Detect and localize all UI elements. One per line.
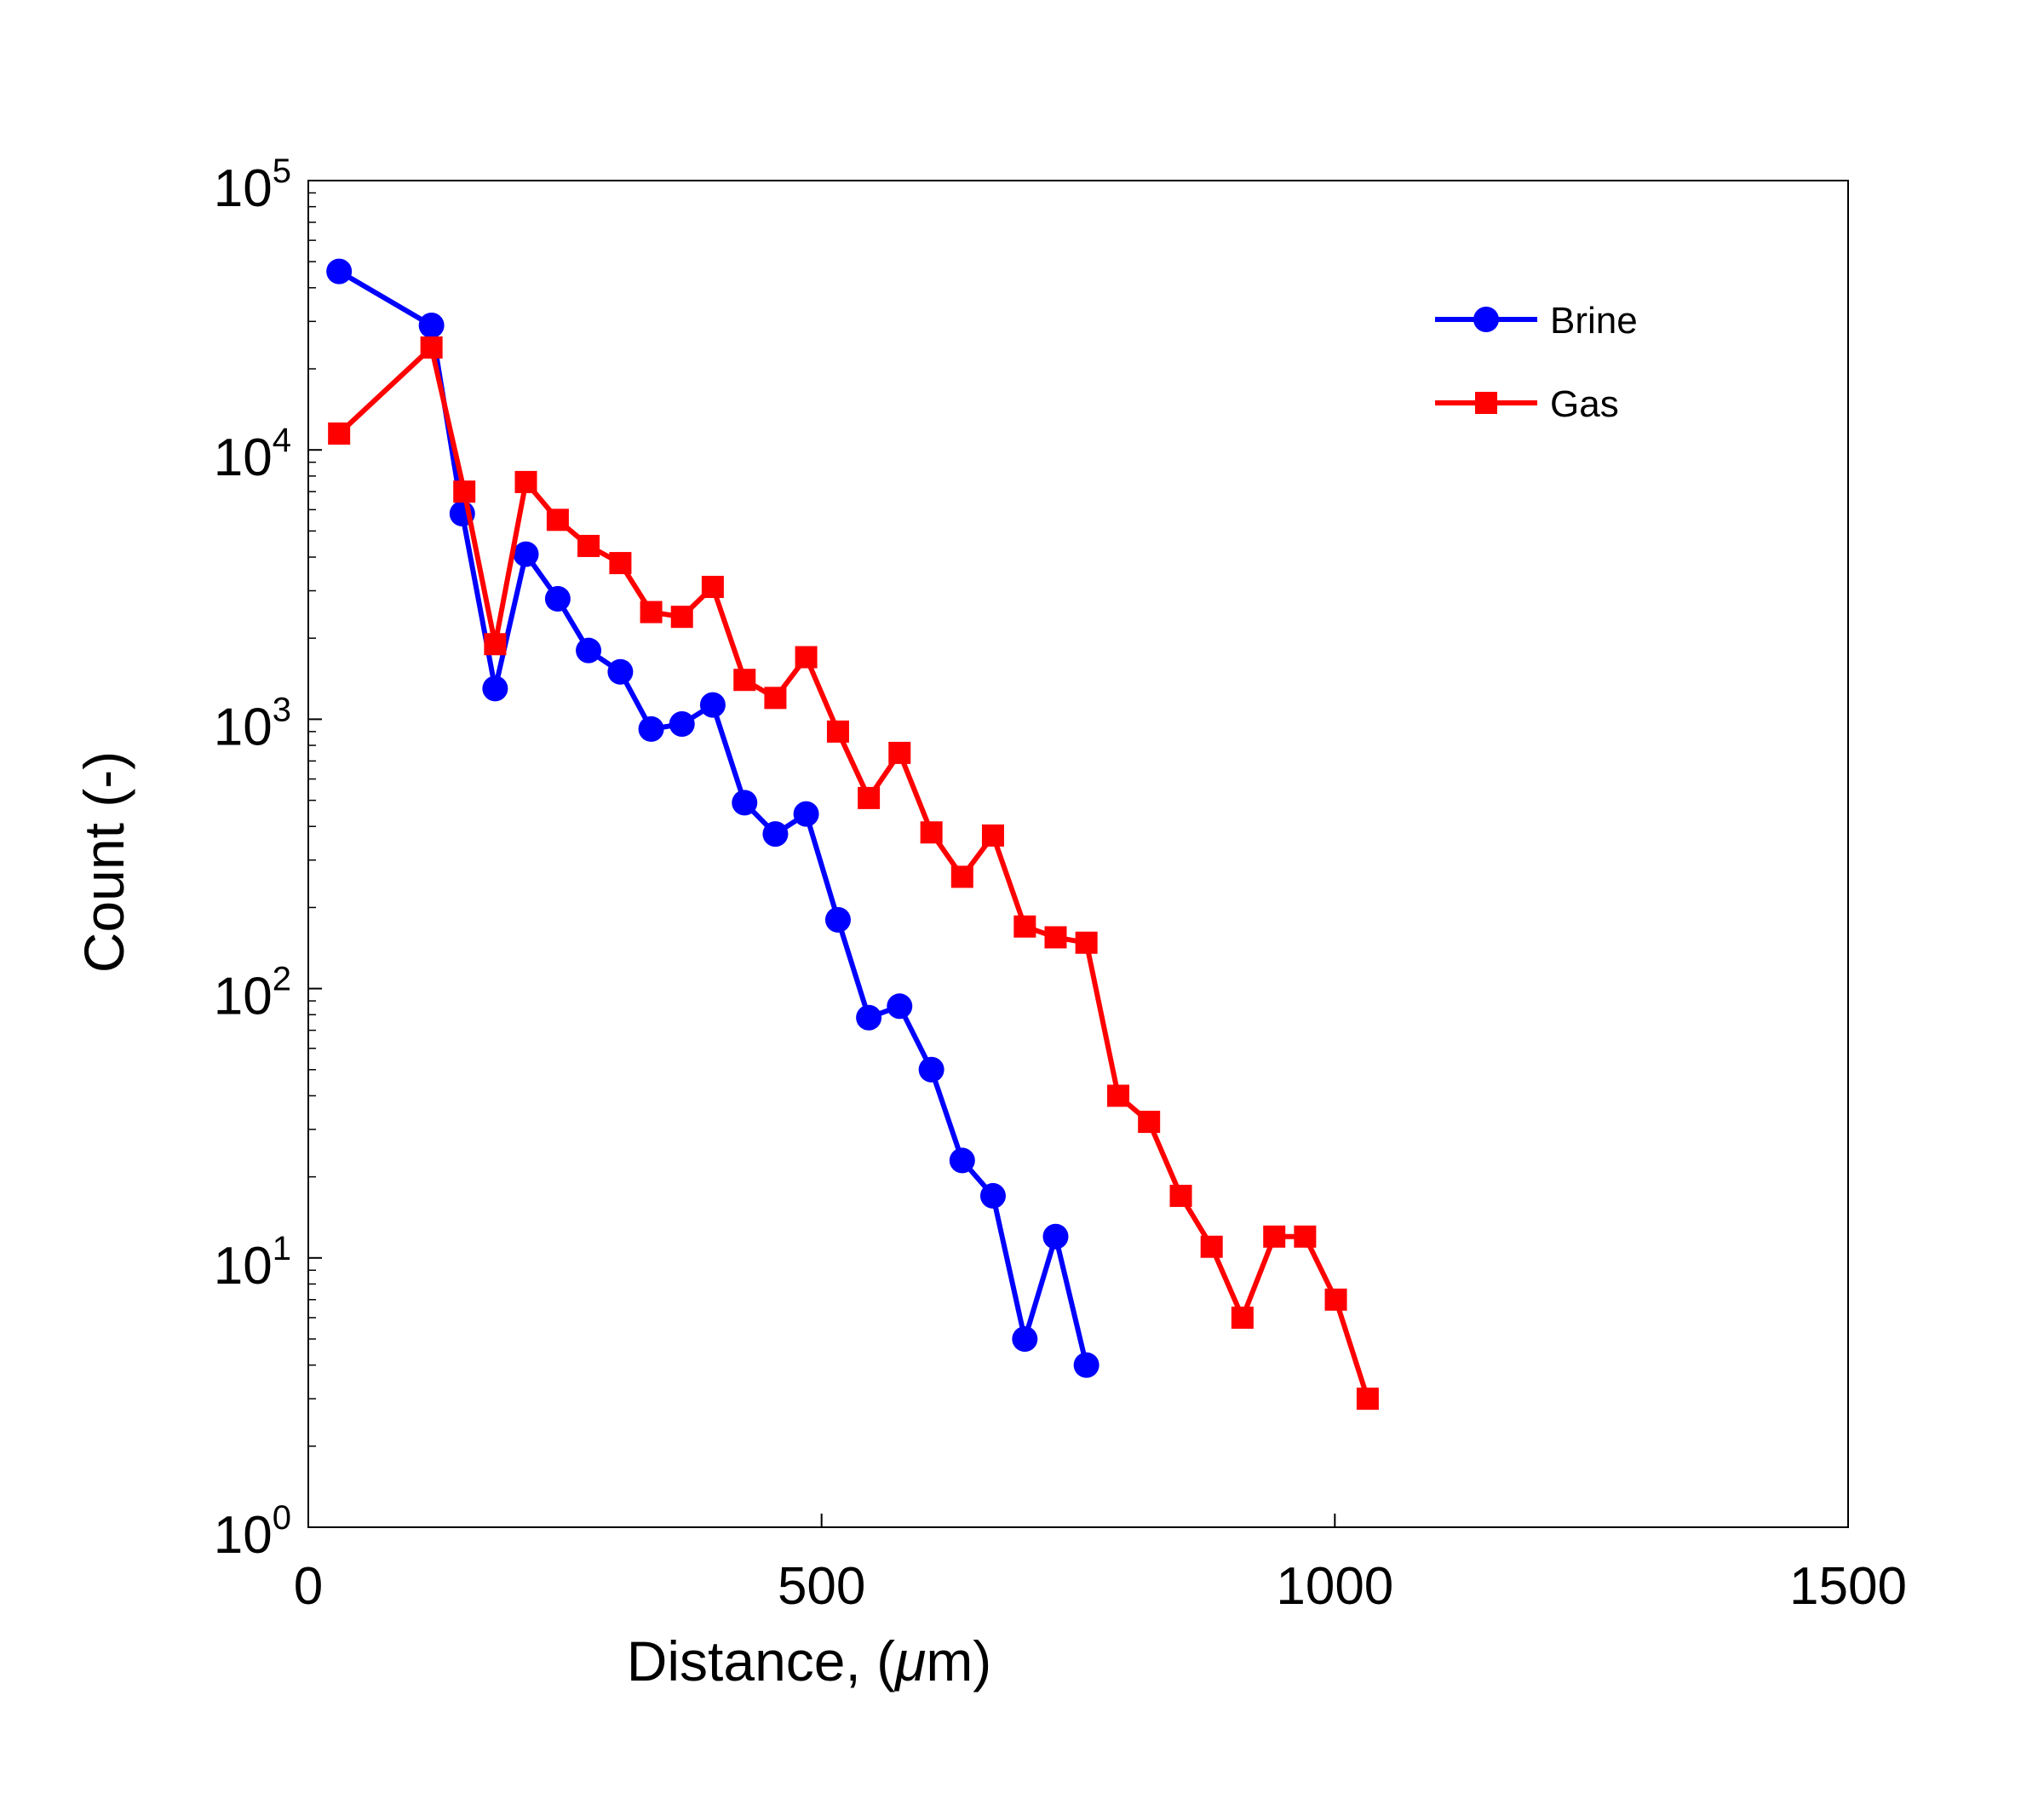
data-point-brine [482,675,508,702]
data-point-gas [733,669,756,692]
data-point-gas [1169,1184,1192,1207]
data-point-brine [1042,1223,1069,1250]
data-point-gas [888,741,911,764]
data-point-brine [607,658,634,685]
data-point-gas [1075,931,1098,954]
x-axis-label-mu: μ [893,1629,926,1692]
data-point-brine [762,821,789,848]
data-point-gas [453,480,476,503]
x-tick-label: 0 [294,1557,323,1616]
data-point-gas [1044,926,1067,949]
data-point-gas [484,633,507,656]
data-point-brine [856,1004,882,1031]
data-point-brine [887,993,913,1020]
x-axis-label: Distance, (μm) [627,1629,992,1692]
legend-label-brine: Brine [1550,300,1638,342]
data-point-gas [514,470,537,493]
data-point-brine [824,906,851,933]
data-point-brine [544,586,571,612]
data-point-gas [950,865,973,888]
legend-marker-brine [1473,307,1499,332]
y-axis-label: Count (-) [72,751,135,973]
axes-layer: 0 500 1000 1500 100 101 102 103 104 105 [214,152,1907,1616]
data-point-gas [1356,1388,1379,1411]
y-tick-label: 101 [214,1230,291,1296]
data-point-brine [918,1056,944,1083]
data-point-brine [513,541,539,567]
data-point-gas [546,509,569,532]
data-point-gas [609,552,632,575]
data-point-gas [858,786,881,809]
y-tick-label: 103 [214,691,291,756]
y-tick-label: 100 [214,1499,291,1565]
y-tick-label: 105 [214,152,291,218]
data-point-brine [1012,1325,1038,1352]
x-axis-label-end: m) [926,1629,991,1692]
series-layer [326,258,1379,1411]
data-point-gas [826,720,849,743]
y-tick-label: 102 [214,961,291,1026]
data-point-gas [795,646,818,669]
data-point-gas [1294,1225,1317,1248]
x-tick-label: 500 [778,1557,865,1616]
data-point-brine [793,801,819,827]
data-point-gas [1263,1225,1286,1248]
data-point-brine [576,637,602,664]
data-point-brine [669,711,695,738]
data-point-gas [764,687,787,710]
y-tick-label: 104 [214,422,291,487]
data-point-gas [670,606,693,629]
data-point-gas [1013,915,1036,938]
legend: Brine Gas [1435,300,1638,425]
data-point-gas [328,422,351,445]
data-point-brine [638,715,664,742]
data-point-brine [979,1182,1006,1209]
data-point-brine [1073,1352,1100,1378]
data-point-gas [1231,1306,1254,1329]
data-point-gas [1138,1111,1161,1134]
data-point-gas [701,576,724,599]
data-point-brine [699,692,726,718]
data-point-gas [1200,1235,1223,1258]
legend-label-gas: Gas [1550,383,1619,425]
data-point-gas [1107,1084,1130,1107]
plot-frame [307,180,1849,1528]
data-point-gas [420,336,443,359]
data-point-brine [949,1147,975,1174]
data-point-gas [981,824,1004,847]
data-point-gas [920,821,943,844]
x-axis-label-main: Distance, ( [627,1629,895,1692]
data-point-brine [732,790,758,816]
data-point-gas [640,601,663,624]
data-point-brine [326,258,353,284]
legend-marker-gas [1475,392,1497,414]
data-point-gas [577,534,600,557]
x-tick-label: 1000 [1276,1557,1393,1616]
x-tick-label: 1500 [1789,1557,1907,1616]
data-point-gas [1324,1288,1347,1311]
data-point-brine [418,312,445,338]
